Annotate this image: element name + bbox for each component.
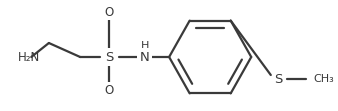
Text: H₂N: H₂N bbox=[18, 51, 40, 63]
Text: S: S bbox=[105, 51, 114, 63]
Text: O: O bbox=[105, 83, 114, 96]
Text: O: O bbox=[105, 6, 114, 19]
Text: S: S bbox=[274, 72, 283, 85]
Text: CH₃: CH₃ bbox=[314, 74, 335, 84]
Text: H: H bbox=[141, 41, 149, 51]
Text: N: N bbox=[140, 51, 149, 63]
